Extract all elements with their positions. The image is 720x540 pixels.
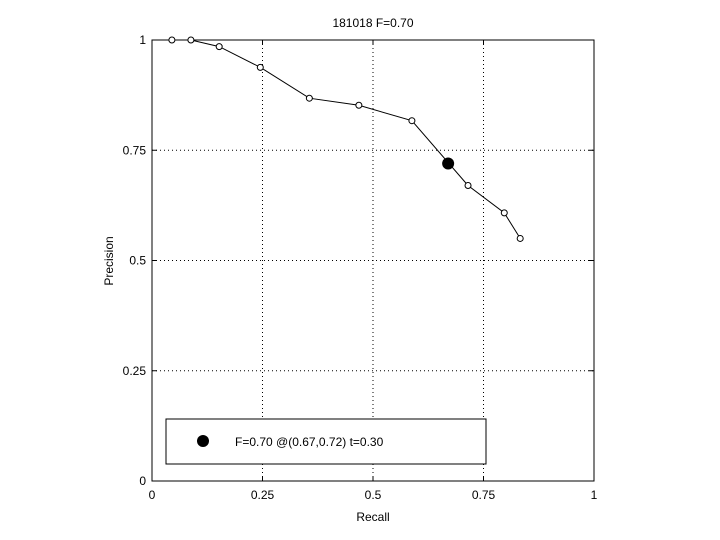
legend: F=0.70 @(0.67,0.72) t=0.30 xyxy=(165,418,487,465)
grid-lines xyxy=(152,40,594,481)
y-tick-label: 1 xyxy=(139,33,146,47)
y-tick-label: 0.25 xyxy=(123,364,147,378)
y-tick-labels: 0 0.25 0.5 0.75 1 xyxy=(123,33,147,488)
data-point xyxy=(168,36,176,44)
axis-ticks xyxy=(151,39,595,482)
x-axis-label: Recall xyxy=(356,510,389,524)
legend-box xyxy=(165,418,487,465)
x-tick-label: 0.75 xyxy=(472,488,496,502)
chart-title: 181018 F=0.70 xyxy=(332,16,413,30)
x-tick-labels: 0 0.25 0.5 0.75 1 xyxy=(149,488,598,502)
data-point xyxy=(355,101,363,109)
data-point xyxy=(215,43,223,51)
highlight-point xyxy=(442,157,455,170)
x-tick-label: 0.5 xyxy=(365,488,382,502)
data-point xyxy=(516,234,524,242)
data-point xyxy=(500,209,508,217)
y-tick-label: 0.75 xyxy=(123,143,147,157)
x-tick-label: 0 xyxy=(149,488,156,502)
y-axis-label: Precision xyxy=(102,236,116,285)
legend-marker-filled-circle xyxy=(197,435,209,447)
series-layer xyxy=(168,36,524,242)
data-point xyxy=(305,94,313,102)
x-tick-label: 1 xyxy=(591,488,598,502)
highlight-layer xyxy=(442,157,455,170)
data-point xyxy=(408,117,416,125)
data-point xyxy=(256,63,264,71)
series-line xyxy=(171,39,521,239)
x-tick-label: 0.25 xyxy=(251,488,275,502)
y-tick-label: 0.5 xyxy=(129,254,146,268)
data-point xyxy=(187,36,195,44)
y-tick-label: 0 xyxy=(139,474,146,488)
legend-entry-label: F=0.70 @(0.67,0.72) t=0.30 xyxy=(235,435,384,449)
data-point xyxy=(464,182,472,190)
